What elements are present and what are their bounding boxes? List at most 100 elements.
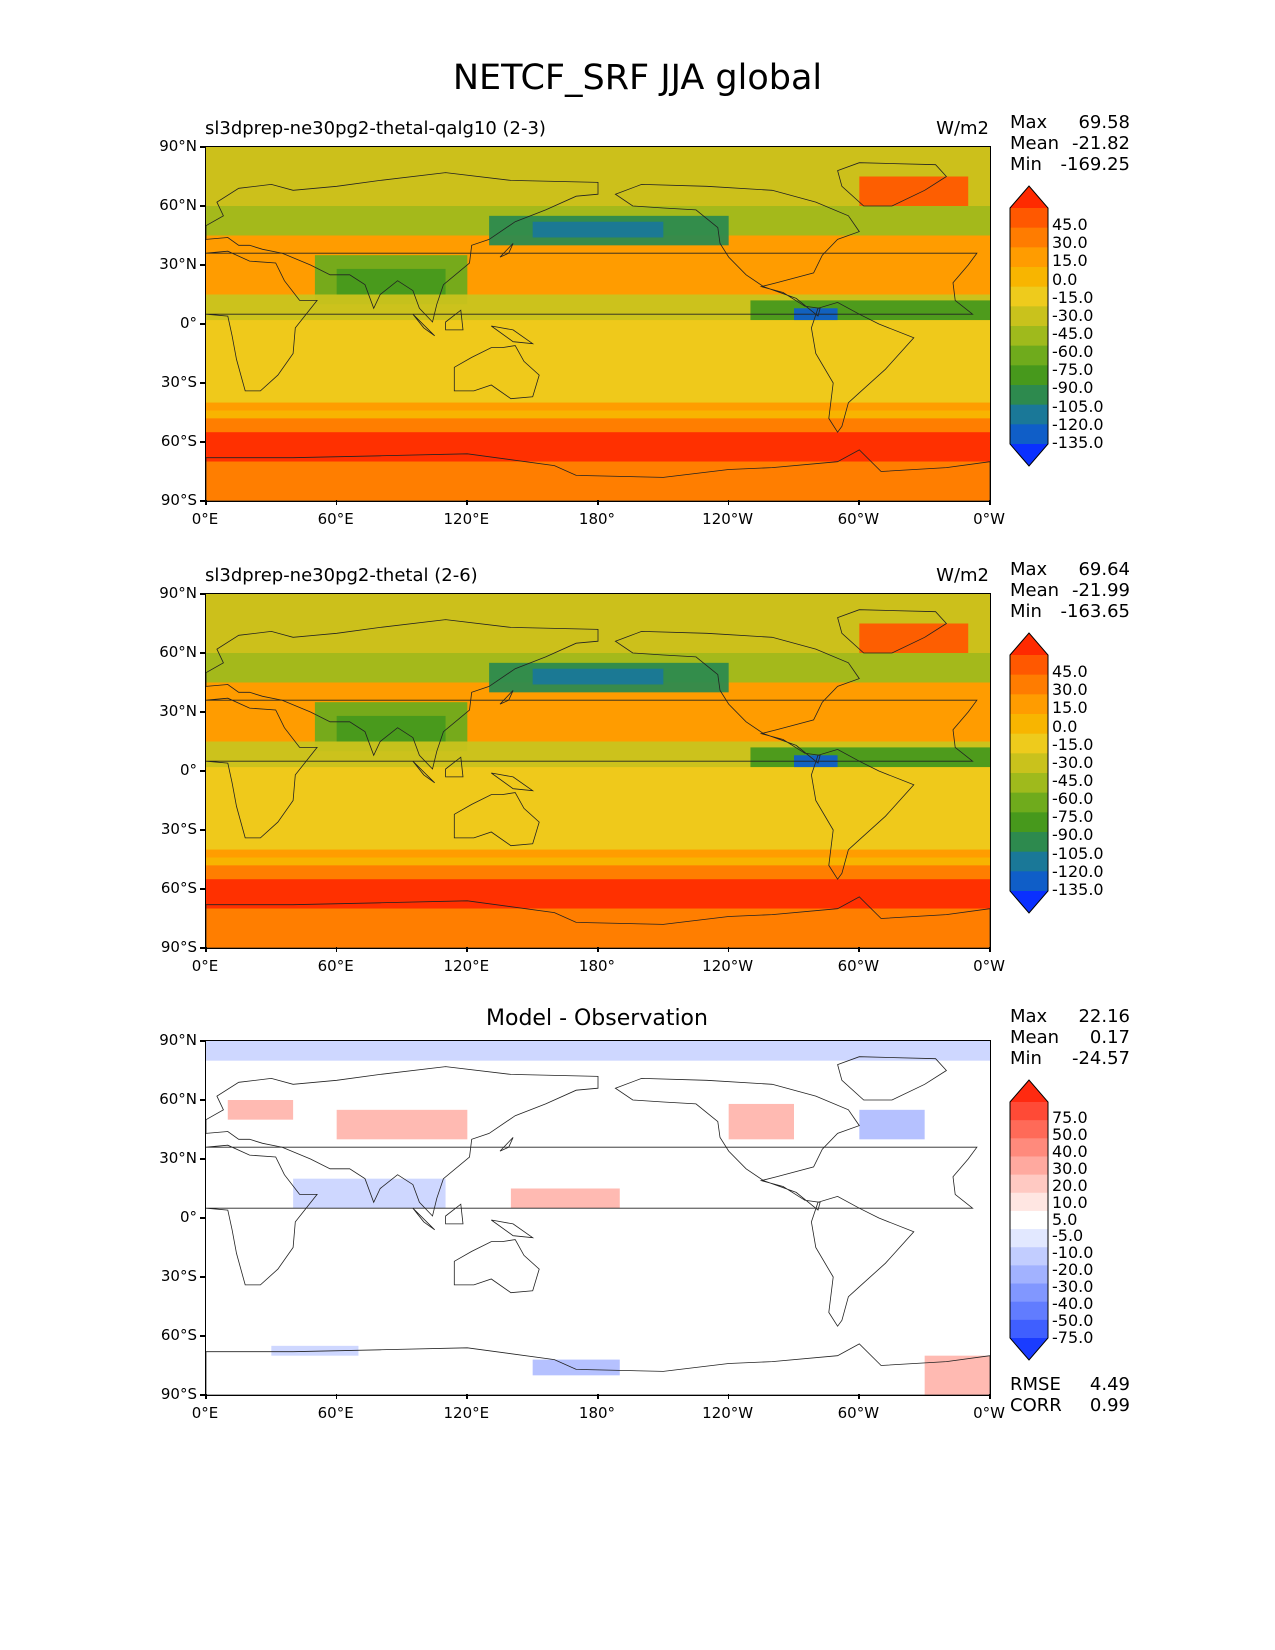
y-tick (200, 382, 205, 384)
colorbar-swatch (1010, 267, 1048, 288)
field-contour (750, 747, 990, 768)
colorbar-swatch (1010, 1283, 1048, 1303)
coastline (453, 792, 540, 847)
y-tick (200, 711, 205, 713)
stat-value: -24.57 (1071, 1048, 1130, 1069)
colorbar-swatch (1010, 345, 1048, 366)
colorbar-swatch (1010, 792, 1048, 813)
field-contour (206, 849, 990, 858)
y-tick-label: 30°S (160, 1267, 197, 1285)
x-tick (205, 500, 207, 505)
colorbar-tick-label: 45.0 (1052, 662, 1088, 682)
colorbar-swatch (1010, 1102, 1048, 1121)
colorbar-tick-label: 15.0 (1052, 698, 1088, 718)
y-tick (200, 1217, 205, 1219)
stat-label: Mean (1010, 580, 1060, 601)
field-contour (206, 147, 990, 206)
colorbar-swatch (1010, 385, 1048, 406)
colorbar-tick-label: 10.0 (1052, 1192, 1088, 1212)
field-contour (859, 1109, 925, 1140)
stat-value: -169.25 (1060, 154, 1130, 175)
field-contour (271, 1345, 359, 1356)
coastline (499, 243, 514, 258)
x-tick (597, 947, 599, 952)
x-tick-label: 180° (578, 957, 616, 975)
y-tick (200, 947, 205, 949)
y-tick (200, 1394, 205, 1396)
colorbar-swatch (1010, 655, 1048, 676)
stat-row: Mean -21.82 (1010, 133, 1130, 155)
y-tick (200, 264, 205, 266)
colorbar-extend-top (1010, 186, 1048, 208)
x-tick (205, 1394, 207, 1399)
coastline (491, 1219, 535, 1239)
colorbar-swatch (1010, 1174, 1048, 1194)
x-tick-label: 120°W (702, 1404, 754, 1422)
field-contour (750, 300, 990, 321)
x-tick (858, 947, 860, 952)
colorbar-swatch (1010, 286, 1048, 307)
stat-row: Mean -21.99 (1010, 580, 1130, 602)
x-tick-label: 60°E (317, 1404, 354, 1422)
map-panel (205, 1040, 991, 1396)
stat-value: 69.58 (1078, 112, 1130, 133)
x-tick-label: 120°E (443, 957, 490, 975)
coastline (445, 1203, 464, 1225)
colorbar-swatch (1010, 832, 1048, 853)
stat-label: Max (1010, 559, 1048, 580)
colorbar-swatch (1010, 1156, 1048, 1176)
colorbar-swatch (1010, 208, 1048, 229)
stat-value: 69.64 (1078, 559, 1130, 580)
y-tick (200, 205, 205, 207)
coastline (491, 772, 535, 792)
x-tick-label: 60°W (837, 957, 880, 975)
stat-value: -163.65 (1060, 601, 1130, 622)
colorbar-swatch (1010, 694, 1048, 715)
field-contour (336, 1109, 468, 1140)
x-tick-label: 0°W (973, 1404, 1005, 1422)
colorbar-tick-label: -90.0 (1052, 825, 1094, 845)
colorbar-swatch (1010, 753, 1048, 774)
colorbar-swatch (1010, 1210, 1048, 1230)
colorbar-tick-label: -50.0 (1052, 1310, 1094, 1330)
colorbar-tick-label: -40.0 (1052, 1293, 1094, 1313)
y-tick (200, 1040, 205, 1042)
x-tick-label: 60°E (317, 957, 354, 975)
field-contour (532, 668, 664, 685)
field-contour (532, 1359, 620, 1376)
x-tick (989, 1394, 991, 1399)
colorbar-tick-label: -120.0 (1052, 861, 1104, 881)
colorbar (1009, 185, 1049, 467)
colorbar-outline (1009, 1079, 1049, 1361)
y-tick (200, 888, 205, 890)
x-tick (466, 947, 468, 952)
x-tick (597, 1394, 599, 1399)
x-tick-label: 120°E (443, 510, 490, 528)
stat-row: Min -24.57 (1010, 1048, 1130, 1070)
colorbar-swatch (1010, 851, 1048, 872)
y-tick (200, 323, 205, 325)
panel-title: sl3dprep-ne30pg2-thetal (2-6) (205, 565, 478, 586)
coastline (837, 162, 948, 207)
stat-label: Min (1010, 601, 1042, 622)
coastline (206, 1343, 990, 1395)
rmse-value: 4.49 (1089, 1374, 1130, 1395)
y-tick (200, 770, 205, 772)
coastline (810, 301, 915, 433)
field-contour (206, 402, 990, 411)
stat-row: Min -169.25 (1010, 154, 1130, 176)
y-tick (200, 1276, 205, 1278)
field-contour (227, 1100, 294, 1120)
field-contour (206, 418, 990, 433)
panel-title: Model - Observation (486, 1006, 708, 1031)
field-contour (859, 623, 969, 653)
coastline (614, 630, 860, 764)
colorbar-tick-label: -60.0 (1052, 342, 1094, 362)
colorbar-swatch (1010, 365, 1048, 386)
colorbar-extend-bottom (1010, 1338, 1048, 1360)
x-tick-label: 60°W (837, 1404, 880, 1422)
stat-row: Mean 0.17 (1010, 1027, 1130, 1049)
colorbar-tick-label: -135.0 (1052, 432, 1104, 452)
colorbar (1009, 1079, 1049, 1361)
y-tick (200, 652, 205, 654)
